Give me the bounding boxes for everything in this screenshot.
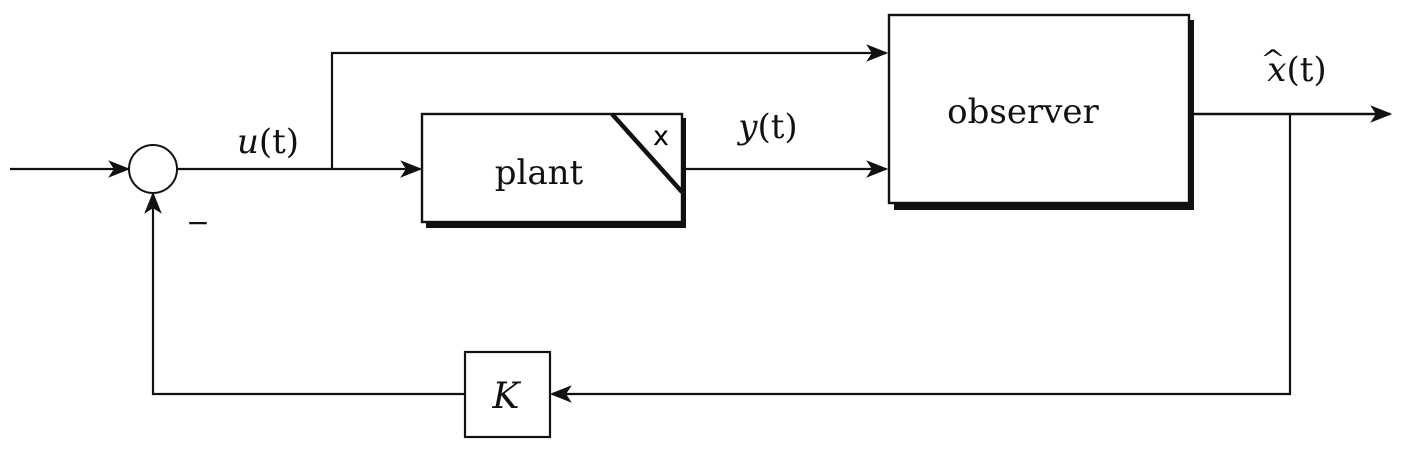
feedback-to-gain-arrow bbox=[549, 114, 1292, 403]
observer-block bbox=[887, 13, 1191, 205]
plant-label: plant bbox=[495, 153, 584, 193]
control-signal-var: u bbox=[237, 122, 259, 162]
control-signal-arg: (t) bbox=[259, 122, 299, 162]
gain-block bbox=[463, 350, 552, 439]
control-signal-label: u(t) bbox=[237, 122, 299, 162]
estimate-signal-label: x(t) bbox=[1267, 50, 1326, 90]
estimate-hat: ^ bbox=[1260, 46, 1285, 73]
feedback-minus-sign: − bbox=[186, 206, 209, 239]
plant-block bbox=[420, 112, 684, 224]
gain-label: K bbox=[492, 376, 522, 417]
control-to-observer-arrow bbox=[330, 44, 889, 169]
output-signal-var: y bbox=[736, 107, 758, 147]
estimate-signal-arg: (t) bbox=[1286, 50, 1326, 90]
output-signal-arg: (t) bbox=[758, 107, 798, 147]
plant-corner-diagonal bbox=[610, 112, 684, 194]
output-signal-label: y(t) bbox=[736, 107, 797, 147]
summing-junction bbox=[128, 144, 178, 194]
estimate-signal-var: x bbox=[1267, 50, 1286, 90]
plant-corner-mark: x bbox=[653, 121, 669, 152]
observer-label: observer bbox=[947, 92, 1099, 132]
gain-to-junction-arrow bbox=[144, 191, 465, 396]
